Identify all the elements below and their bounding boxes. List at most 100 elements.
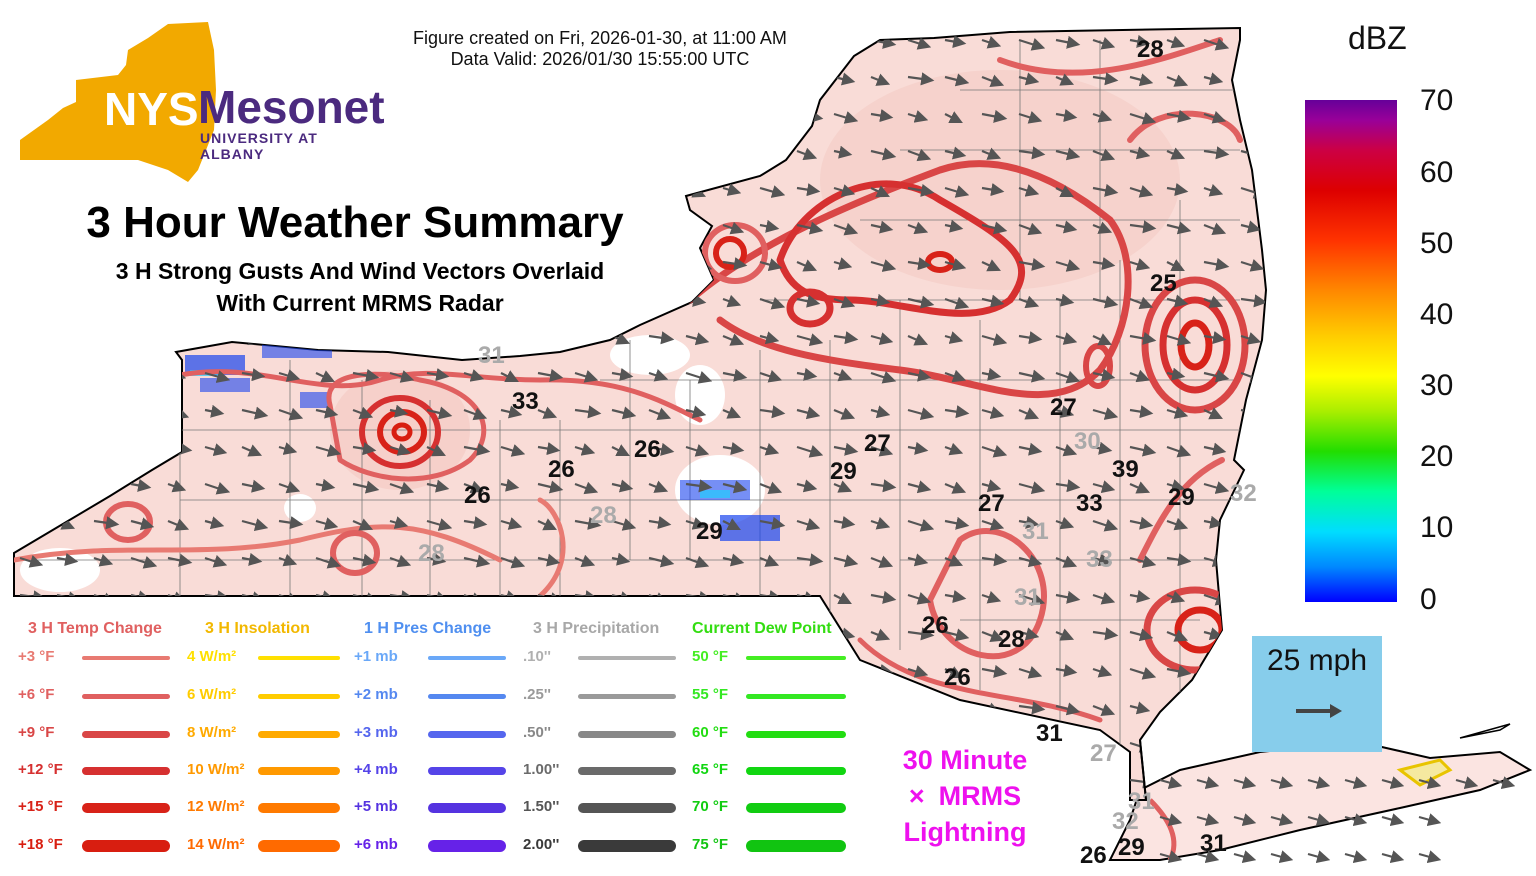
wind-vector [1233,813,1257,827]
wind-vector [500,370,519,382]
wind-vector [463,700,485,714]
wind-vector [1166,259,1185,271]
wind-vector [1092,591,1116,605]
wind-vector [1203,222,1227,235]
wind-vector [944,701,967,715]
legend-line-precip [578,656,676,660]
wind-vector [538,854,553,859]
wind-vector [981,629,1005,642]
wind-vector [796,333,824,347]
legend-line-dewpoint [746,693,846,699]
wind-vector [648,111,675,124]
wind-vector [1055,555,1078,568]
legend-line-dewpoint [746,767,846,775]
wind-vector [315,628,339,642]
wind-vector [1055,73,1075,86]
wind-vector [574,516,602,530]
ny-state-silhouette-icon [20,22,216,182]
wind-vector [907,257,932,271]
wind-vector [56,776,79,789]
wind-vector [1159,776,1183,790]
legend-label-temp: +6 °F [18,686,55,703]
wind-vector [1166,74,1189,87]
wind-vector [537,480,564,494]
gust-label: 31 [478,342,505,369]
wind-vector [759,481,783,494]
nys-mesonet-logo: NYS Mesonet UNIVERSITY AT ALBANY [18,20,385,190]
wind-vector [1055,259,1081,272]
wind-vector [167,518,190,531]
wind-vector [722,148,748,162]
legend-line-insolation [258,767,340,775]
legend-label-precip: .25'' [523,686,551,703]
lightning-legend: 30 Minute × MRMS Lightning [870,742,1060,850]
wind-vector [611,183,637,197]
wind-vector [981,74,1005,87]
wind-vector [759,701,783,715]
wind-vector [167,703,186,715]
wind-vector [574,666,596,679]
wind-vector [907,72,935,86]
wind-vector [130,556,158,569]
wind-vector [241,368,266,382]
gust-label: 26 [464,482,491,509]
wind-vector [205,817,226,822]
wind-vector [1018,407,1040,420]
wind-vector [500,701,520,715]
gust-label: 27 [1050,394,1077,421]
wind-vector [1344,850,1368,864]
wind-vector [1203,701,1230,715]
wind-vector [833,515,856,529]
wind-vector [130,332,158,346]
wind-vector [574,146,599,160]
wind-vector [759,111,779,124]
wind-vector [907,703,932,717]
wind-vector [981,259,1001,272]
wind-vector [463,407,488,421]
wind-vector [796,367,818,381]
wind-vector [1092,333,1112,346]
wind-vector [463,111,491,125]
wind-vector [611,702,634,716]
legend-label-dewpoint: 60 °F [692,724,729,741]
wind-vector [352,665,377,679]
wind-vector [1203,665,1227,679]
wind-vector [796,776,824,790]
wind-vector [537,183,558,197]
wind-vector [167,553,193,567]
wind-vector [1019,854,1035,860]
wind-vector [389,481,415,495]
wind-vector [167,479,187,493]
wind-vector [1307,776,1331,790]
wind-vector [648,554,675,568]
wind-vector [649,854,667,860]
wind-vector [315,405,339,419]
legend-label-dewpoint: 55 °F [692,686,729,703]
wind-vector [167,777,193,790]
wind-vector [1240,220,1262,234]
wind-vector [685,371,713,384]
wind-vector [833,554,859,568]
wind-vector [870,220,894,234]
wind-vector [463,331,491,345]
wind-vector [1166,517,1189,531]
legend-header-pressure: 1 H Pres Change [364,620,492,637]
lightning-x-icon: × [908,781,925,811]
wind-vector [1240,517,1266,531]
wind-vector [537,776,561,790]
wind-vector [278,330,298,344]
wind-vector [537,553,561,567]
wind-vector [352,553,377,567]
wind-vector [833,368,853,382]
wind-vector [390,854,404,861]
wind-vector [537,518,557,531]
wind-vector [1018,666,1043,679]
wind-vector [833,111,859,124]
legend-label-temp: +18 °F [18,836,63,853]
wind-vector [1092,257,1116,271]
wind-vector [574,481,599,495]
wind-vector [278,553,298,567]
wind-vector [833,592,852,604]
wind-vector [389,111,412,124]
wind-vector [944,628,970,642]
